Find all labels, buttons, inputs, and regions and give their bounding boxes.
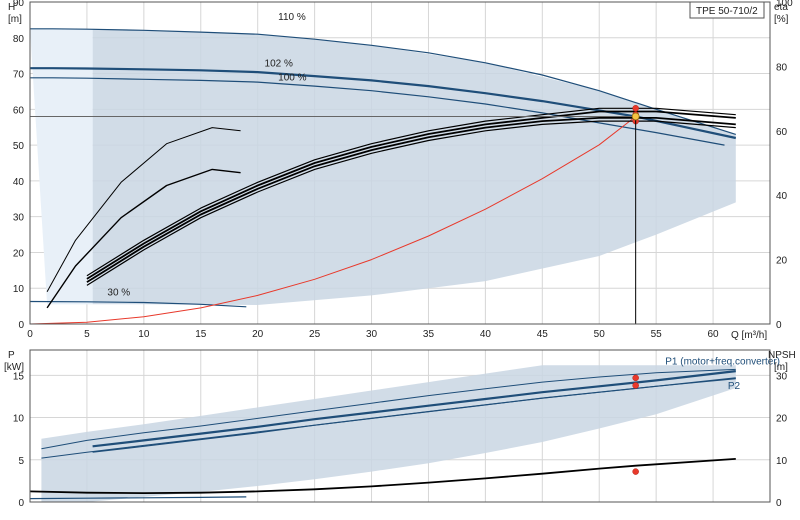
bottom-right-axis-label-2: [m]	[774, 362, 788, 373]
top-y-left-tick-10: 10	[13, 284, 25, 295]
x-tick-label-35: 35	[423, 329, 435, 340]
top-operating-area	[30, 28, 736, 306]
bottom-series-p-30	[29, 496, 247, 500]
bottom-y-left-tick-0: 0	[18, 498, 24, 509]
x-tick-label-10: 10	[138, 329, 150, 340]
bottom-y-right-tick-20: 20	[776, 414, 788, 425]
bottom-annotations: P1 (motor+freq.converter) P2	[632, 356, 780, 475]
bottom-y-left-tick-5: 5	[18, 456, 24, 467]
top-y-left-tick-20: 20	[13, 248, 25, 259]
top-right-axis-label-1: eta	[774, 2, 788, 13]
curve-label-110: 110 %	[278, 12, 306, 23]
head-efficiency-panel: 110 % 102 % 100 % 30 % 0 5 10 15 20 25 30 35 40 45 50…	[8, 0, 793, 341]
top-area-edge	[30, 28, 93, 305]
curve-label-30: 30 %	[107, 287, 130, 298]
x-tick-label-5: 5	[84, 329, 90, 340]
x-tick-label-55: 55	[651, 329, 663, 340]
top-y-left-tick-80: 80	[13, 34, 25, 45]
bottom-series-p-upper	[41, 368, 736, 450]
top-series-30	[29, 300, 247, 308]
bottom-y-right-tick-30: 30	[776, 371, 788, 382]
x-tick-label-0: 0	[27, 329, 33, 340]
top-series-110	[30, 28, 736, 135]
top-y-left-tick-30: 30	[13, 213, 25, 224]
top-y-left-tick-40: 40	[13, 177, 25, 188]
x-tick-label-25: 25	[309, 329, 321, 340]
x-tick-label-45: 45	[537, 329, 549, 340]
top-series-eta-min	[86, 120, 736, 286]
top-tick-labels: 0 5 10 15 20 25 30 35 40 45 50 55 60 0 10 20 30 40 50 60 70 8…	[13, 0, 793, 340]
bottom-marker-2	[632, 468, 639, 475]
legend-label-p1-motor-freq-converter: P1 (motor+freq.converter)	[665, 356, 780, 367]
top-series-eta-30b	[46, 168, 241, 309]
top-series-eta-max	[86, 107, 736, 277]
top-y-right-tick-80: 80	[776, 62, 788, 73]
top-series-system-curve	[29, 116, 637, 325]
top-series-eta-102	[86, 110, 736, 280]
top-left-axis-label-2: [m]	[8, 14, 22, 25]
power-npsh-panel: P1 (motor+freq.converter) P2 0 5 10 15 0 10 20 3…	[4, 349, 796, 509]
legend-label-p2: P2	[728, 381, 741, 392]
x-tick-label-60: 60	[708, 329, 720, 340]
x-tick-label-20: 20	[252, 329, 264, 340]
bottom-series-group	[29, 368, 736, 500]
top-plot-frame	[29, 1, 771, 325]
bottom-marker-1	[632, 382, 639, 389]
top-y-left-tick-50: 50	[13, 141, 25, 152]
top-right-axis-label-2: [%]	[774, 14, 789, 25]
curve-label-100: 100 %	[278, 73, 306, 84]
top-y-left-tick-90: 90	[13, 0, 25, 9]
x-tick-label-40: 40	[480, 329, 492, 340]
top-y-right-tick-60: 60	[776, 127, 788, 138]
curve-label-102: 102 %	[265, 58, 293, 69]
model-title: TPE 50-710/2	[696, 6, 758, 17]
bottom-y-right-tick-0: 0	[776, 498, 782, 509]
top-y-left-tick-60: 60	[13, 105, 25, 116]
x-tick-label-15: 15	[195, 329, 207, 340]
bottom-series-p-lower	[41, 378, 736, 459]
bottom-series-p1-motor-freq-converter	[92, 370, 736, 448]
top-y-left-tick-70: 70	[13, 70, 25, 81]
top-marker-0	[632, 105, 639, 112]
top-y-right-tick-0: 0	[776, 320, 782, 331]
bottom-area-band	[41, 365, 736, 502]
bottom-y-left-tick-15: 15	[13, 371, 25, 382]
top-y-right-tick-20: 20	[776, 256, 788, 267]
top-area-band	[92, 28, 736, 306]
x-tick-label-30: 30	[366, 329, 378, 340]
bottom-right-axis-label-1: NPSH	[768, 350, 796, 361]
top-y-right-tick-40: 40	[776, 191, 788, 202]
bottom-y-right-tick-10: 10	[776, 456, 788, 467]
bottom-plot-frame	[29, 349, 771, 503]
bottom-tick-labels: 0 5 10 15 0 10 20 30	[13, 371, 788, 509]
model-box	[689, 1, 765, 19]
bottom-series-npsh	[29, 458, 736, 494]
top-series-eta-100	[86, 117, 736, 283]
bottom-y-left-tick-10: 10	[13, 414, 25, 425]
bottom-left-axis-label-1: P	[8, 350, 15, 361]
top-y-right-tick-100: 100	[776, 0, 793, 9]
bottom-left-axis-label-2: [kW]	[4, 362, 24, 373]
bottom-operating-area	[41, 365, 736, 502]
top-annotations: 110 % 102 % 100 % 30 %	[30, 12, 640, 324]
x-axis-label: Q [m³/h]	[731, 330, 767, 341]
operating-point-marker	[631, 112, 640, 121]
top-series-group	[29, 28, 737, 325]
bottom-marker-0	[632, 374, 639, 382]
top-y-left-tick-0: 0	[18, 320, 24, 331]
x-tick-label-50: 50	[594, 329, 606, 340]
top-left-axis-label-1: H	[8, 2, 15, 13]
top-series-eta-30a	[46, 127, 241, 293]
